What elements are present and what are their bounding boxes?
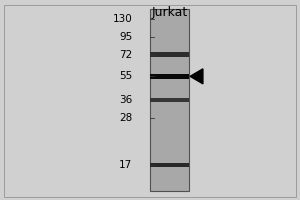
Text: Jurkat: Jurkat — [151, 6, 188, 19]
Bar — [150, 98, 189, 102]
Text: 36: 36 — [119, 95, 132, 105]
Text: 72: 72 — [119, 50, 132, 60]
Text: 95: 95 — [119, 32, 132, 42]
Bar — [150, 163, 189, 167]
Bar — [150, 52, 189, 57]
Bar — [150, 9, 189, 191]
Text: 55: 55 — [119, 71, 132, 81]
Polygon shape — [190, 69, 203, 84]
Text: 28: 28 — [119, 113, 132, 123]
Text: 130: 130 — [112, 14, 132, 24]
Text: 17: 17 — [119, 160, 132, 170]
Bar — [150, 74, 189, 79]
